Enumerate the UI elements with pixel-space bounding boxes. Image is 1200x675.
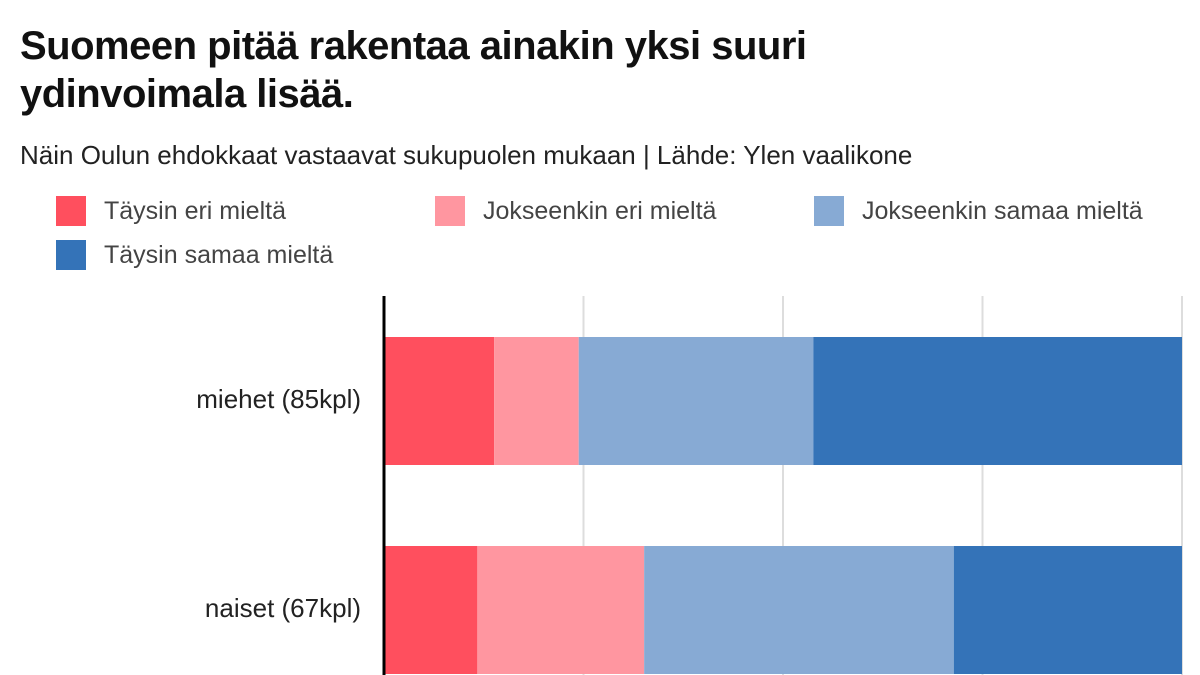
bar-segment-1-1 <box>477 546 645 674</box>
category-label-0: miehet (85kpl) <box>196 384 361 414</box>
chart-subtitle: Näin Oulun ehdokkaat vastaavat sukupuole… <box>20 140 913 170</box>
chart-title: Suomeen pitää rakentaa ainakin yksi suur… <box>20 24 807 116</box>
bar-segment-1-0 <box>384 546 478 674</box>
category-label-1: naiset (67kpl) <box>205 593 361 623</box>
bar-segment-1-2 <box>644 546 954 674</box>
bar-segment-1-3 <box>953 546 1182 674</box>
bar-segment-0-0 <box>384 337 495 465</box>
bar-segment-0-1 <box>494 337 579 465</box>
bar-segment-0-3 <box>813 337 1182 465</box>
bar-segment-0-2 <box>578 337 814 465</box>
